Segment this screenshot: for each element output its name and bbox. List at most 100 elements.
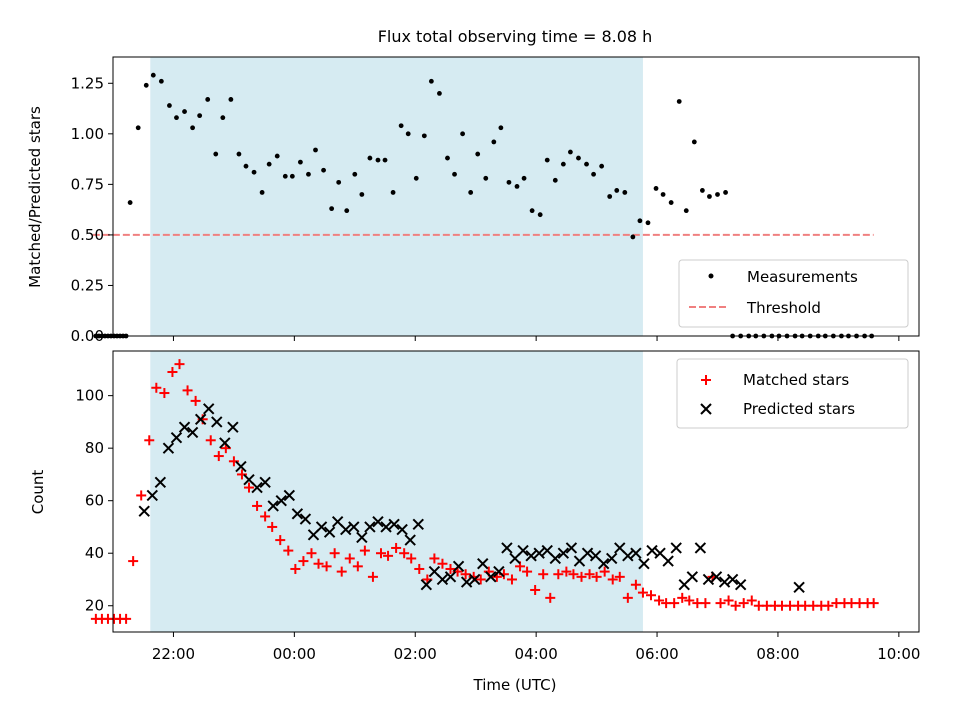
data-point [537, 212, 543, 218]
y-tick-label: 20 [85, 597, 104, 615]
x-tick-label: 04:00 [515, 645, 558, 663]
data-point-predicted [146, 489, 158, 502]
data-point [336, 179, 342, 185]
data-point [313, 147, 318, 153]
data-point-predicted [436, 573, 449, 586]
data-point-predicted [452, 560, 465, 573]
data-point-matched [174, 359, 185, 370]
data-point-predicted [380, 521, 392, 533]
data-point-matched [437, 558, 448, 569]
data-point-predicted [356, 531, 368, 544]
top-ylabel: Matched/Predicted stars [26, 106, 44, 288]
data-point-predicted [493, 565, 505, 578]
data-point-predicted [622, 550, 634, 562]
data-point-matched [746, 595, 757, 606]
data-point-matched [260, 511, 271, 522]
data-point-matched [329, 548, 340, 559]
data-point-matched [669, 598, 680, 609]
data-point-matched [715, 598, 726, 609]
data-point [236, 151, 242, 157]
data-point [568, 149, 573, 155]
data-point [390, 190, 396, 195]
data-point-matched [151, 382, 162, 393]
data-point-matched [267, 521, 278, 532]
data-point-matched [576, 571, 587, 582]
data-point-matched [313, 558, 324, 569]
data-point [150, 72, 156, 78]
data-point [382, 157, 388, 163]
data-point [483, 175, 489, 181]
data-point [228, 97, 234, 102]
data-point [645, 220, 651, 226]
data-point-matched [290, 563, 301, 574]
data-point [683, 208, 689, 214]
data-point [329, 206, 335, 212]
data-point [321, 167, 326, 173]
data-point-predicted [364, 521, 376, 533]
data-point [220, 115, 226, 121]
data-point-matched [545, 592, 556, 603]
legend-label-matched: Matched stars [743, 371, 849, 389]
data-point-matched [399, 548, 410, 559]
data-point-predicted [694, 542, 707, 554]
data-point-predicted [291, 508, 304, 520]
data-point-predicted [646, 544, 658, 557]
data-point-predicted [565, 542, 578, 554]
data-point-predicted [477, 558, 489, 570]
data-point [668, 200, 674, 205]
data-point [405, 131, 411, 137]
data-point-predicted [638, 558, 650, 570]
data-point-matched [700, 598, 711, 609]
data-point-predicted [606, 552, 618, 565]
data-point [282, 173, 288, 179]
data-point [468, 190, 474, 195]
data-point [127, 200, 133, 205]
data-point-predicted [299, 513, 312, 525]
x-axis-label: Time (UTC) [473, 676, 557, 694]
data-point-matched [228, 456, 239, 467]
data-point-predicted [404, 534, 416, 546]
data-point-predicted [444, 571, 457, 583]
data-point [375, 157, 381, 163]
legend-marker-matched [701, 375, 711, 385]
data-point-matched [868, 598, 879, 609]
data-point [367, 155, 373, 161]
data-point-predicted [211, 416, 223, 428]
data-point-predicted [251, 481, 263, 494]
data-point-matched [244, 482, 255, 493]
data-point [428, 78, 434, 84]
data-point-matched [391, 542, 402, 553]
x-tick-label: 10:00 [877, 645, 920, 663]
data-point-predicted [154, 476, 167, 489]
data-point-predicted [734, 579, 747, 591]
data-point [243, 163, 249, 169]
data-point [653, 186, 659, 191]
top-x-ticks [172, 336, 900, 341]
x-tick-label: 06:00 [635, 645, 678, 663]
data-point-matched [344, 553, 355, 564]
data-point [135, 125, 141, 131]
y-tick-label: 0.25 [71, 276, 104, 294]
data-point-predicted [793, 581, 805, 594]
data-point-predicted [283, 489, 296, 502]
y-tick-label: 1.25 [71, 74, 104, 92]
bottom-shaded-span [150, 351, 643, 632]
data-point [707, 194, 712, 199]
data-point [452, 171, 457, 177]
data-point-predicted [718, 576, 731, 588]
data-point [359, 192, 365, 197]
data-point-predicted [340, 523, 352, 536]
data-point [691, 139, 697, 145]
data-point-matched [460, 569, 471, 580]
data-point [599, 163, 605, 169]
data-point-matched [677, 592, 688, 603]
data-point-matched [406, 553, 417, 564]
legend-label-measurements: Measurements [747, 268, 858, 286]
y-tick-label: 0.50 [71, 226, 104, 244]
data-point [614, 188, 620, 193]
data-point-matched [144, 435, 155, 446]
data-point-matched [275, 535, 286, 546]
data-point [289, 173, 295, 179]
data-point-predicted [194, 413, 207, 425]
data-point-matched [121, 613, 132, 624]
